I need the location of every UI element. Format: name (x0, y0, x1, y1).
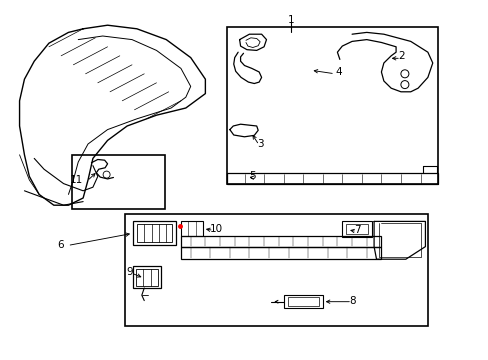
Text: 7: 7 (354, 225, 361, 235)
Text: 11: 11 (70, 175, 83, 185)
Bar (181, 221, 203, 236)
Bar (342, 221, 371, 237)
Bar (72, 155, 165, 209)
Bar (133, 266, 161, 288)
Bar (133, 221, 176, 245)
Text: 4: 4 (334, 67, 341, 77)
Text: 5: 5 (249, 171, 256, 181)
Text: 8: 8 (349, 296, 356, 306)
Bar (124, 214, 427, 326)
Text: 3: 3 (256, 139, 263, 149)
Text: 10: 10 (210, 224, 223, 234)
Text: 2: 2 (398, 51, 405, 61)
Bar (137, 224, 172, 242)
Bar (181, 247, 381, 259)
Bar (346, 224, 367, 234)
Text: 9: 9 (126, 267, 133, 277)
Text: 1: 1 (287, 15, 294, 25)
Text: 6: 6 (57, 240, 63, 250)
Bar (227, 173, 437, 184)
Bar (227, 27, 437, 184)
Bar (287, 297, 318, 306)
Bar (283, 295, 322, 308)
Bar (136, 269, 158, 286)
Bar (181, 236, 381, 247)
